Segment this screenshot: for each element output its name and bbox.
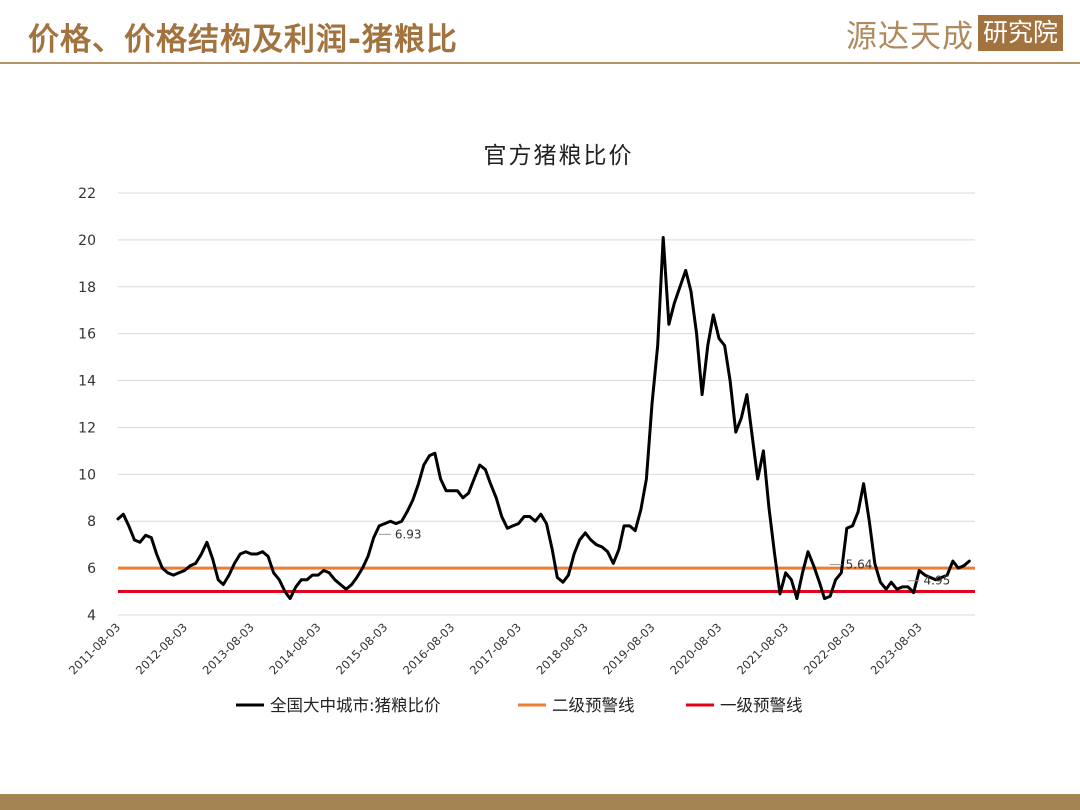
x-tick-label: 2015-08-03 <box>333 620 390 677</box>
x-tick-label: 2011-08-03 <box>66 620 123 677</box>
x-tick-label: 2013-08-03 <box>200 620 257 677</box>
data-label: 6.93 <box>395 527 422 541</box>
x-tick-label: 2016-08-03 <box>400 620 457 677</box>
x-tick-label: 2012-08-03 <box>133 620 190 677</box>
y-tick-label: 8 <box>87 514 96 530</box>
y-tick-label: 14 <box>78 374 96 390</box>
logo-seal: 研究院 <box>978 15 1064 51</box>
legend-label-3: 一级预警线 <box>720 696 803 715</box>
series-line-pig-grain-ratio <box>116 236 971 601</box>
x-tick-label: 2018-08-03 <box>534 620 591 677</box>
brand-logo: 源达天成 研究院 <box>846 14 1064 55</box>
y-tick-label: 22 <box>78 186 96 202</box>
y-tick-label: 10 <box>78 467 96 483</box>
y-tick-label: 20 <box>78 233 96 249</box>
footer-bar <box>0 794 1080 810</box>
y-tick-label: 18 <box>78 280 96 296</box>
x-tick-label: 2014-08-03 <box>266 620 323 677</box>
page-title: 价格、价格结构及利润-猪粮比 <box>28 22 458 58</box>
x-tick-label: 2022-08-03 <box>801 620 858 677</box>
x-tick-label: 2021-08-03 <box>734 620 791 677</box>
x-tick-label: 2017-08-03 <box>467 620 524 677</box>
x-tick-label: 2019-08-03 <box>600 620 657 677</box>
legend-label-1: 全国大中城市:猪粮比价 <box>270 696 441 715</box>
chart-title: 官方猪粮比价 <box>484 143 634 169</box>
logo-text: 源达天成 <box>846 18 974 55</box>
header-divider <box>0 62 1080 64</box>
data-label: 5.64 <box>846 558 873 572</box>
y-tick-label: 4 <box>87 608 96 624</box>
y-tick-label: 12 <box>78 420 96 436</box>
y-tick-label: 16 <box>78 327 96 343</box>
pig-grain-ratio-chart: 官方猪粮比价 4 6 8 10 12 14 16 18 20 22 2011-08-03 2012-08… <box>66 143 975 715</box>
data-label: 4.95 <box>924 574 951 588</box>
y-tick-label: 6 <box>87 561 96 577</box>
x-tick-label: 2023-08-03 <box>868 620 925 677</box>
x-tick-label: 2020-08-03 <box>667 620 724 677</box>
legend-label-2: 二级预警线 <box>552 696 635 715</box>
